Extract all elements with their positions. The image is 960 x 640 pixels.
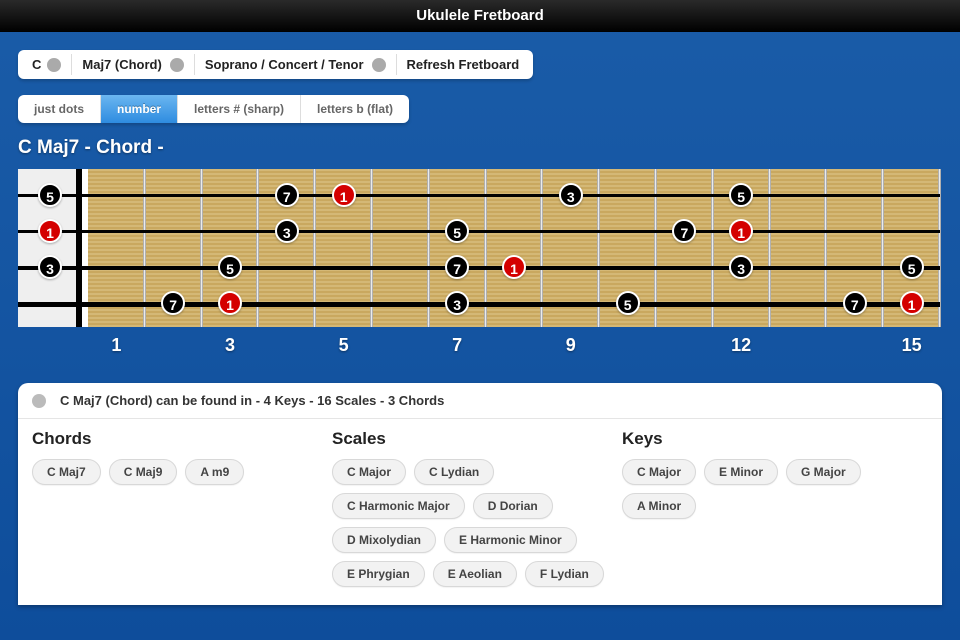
toggle-letters-sharp-[interactable]: letters # (sharp) [178,95,301,123]
fret-dot: 5 [900,255,924,279]
pill-d-dorian[interactable]: D Dorian [473,493,553,519]
fret-dot: 3 [729,255,753,279]
info-header-text: C Maj7 (Chord) can be found in - 4 Keys … [60,393,444,408]
selector-row: C Maj7 (Chord) Soprano / Concert / Tenor… [18,50,533,79]
fret-dot: 1 [332,183,356,207]
fret-dot: 3 [445,291,469,315]
fret-number-label: 1 [111,335,121,356]
info-panel: C Maj7 (Chord) can be found in - 4 Keys … [18,383,942,605]
fret-number-label: 7 [452,335,462,356]
pill-g-major[interactable]: G Major [786,459,861,485]
pill-a-m9[interactable]: A m9 [185,459,244,485]
pill-e-aeolian[interactable]: E Aeolian [433,561,517,587]
string-4 [18,302,940,307]
key-selector[interactable]: C [22,54,72,75]
fret-number-label: 15 [902,335,922,356]
string-2 [18,230,940,233]
fret-numbers: 1 3 5 7 9 12 15 [18,335,940,359]
pill-f-lydian[interactable]: F Lydian [525,561,604,587]
fret-dot: 5 [218,255,242,279]
expand-icon [32,394,46,408]
chord-selector[interactable]: Maj7 (Chord) [72,54,194,75]
titlebar: Ukulele Fretboard [0,0,960,32]
pill-a-minor[interactable]: A Minor [622,493,696,519]
keys-column: Keys C Major E Minor G Major A Minor [622,429,902,595]
fret-dot: 1 [218,291,242,315]
fret-dot: 1 [900,291,924,315]
fretboard: 5137153713751357153715 [18,169,940,327]
fret-number-label: 5 [339,335,349,356]
fret-dot: 5 [729,183,753,207]
info-header[interactable]: C Maj7 (Chord) can be found in - 4 Keys … [18,383,942,419]
chords-column: Chords C Maj7 C Maj9 A m9 [32,429,332,595]
pill-d-mixolydian[interactable]: D Mixolydian [332,527,436,553]
fret-dot: 5 [38,183,62,207]
pill-e-minor[interactable]: E Minor [704,459,778,485]
refresh-button[interactable]: Refresh Fretboard [397,54,530,75]
tuning-selector-label: Soprano / Concert / Tenor [205,57,364,72]
fret-number-label: 12 [731,335,751,356]
chord-title: C Maj7 - Chord - [18,137,942,159]
string-1 [18,194,940,197]
page-title: Ukulele Fretboard [416,7,544,24]
scales-heading: Scales [332,429,622,449]
pill-c-major[interactable]: C Major [622,459,696,485]
toggle-number[interactable]: number [101,95,178,123]
dropdown-icon [170,58,184,72]
fret-dot: 7 [445,255,469,279]
pill-c-lydian[interactable]: C Lydian [414,459,494,485]
pill-c-maj9[interactable]: C Maj9 [109,459,178,485]
fret-dot: 7 [843,291,867,315]
fret-number-label: 9 [566,335,576,356]
chord-selector-label: Maj7 (Chord) [82,57,161,72]
fret-dot: 1 [729,219,753,243]
fret-dot: 5 [616,291,640,315]
toggle-just-dots[interactable]: just dots [18,95,101,123]
fret-dot: 5 [445,219,469,243]
keys-heading: Keys [622,429,902,449]
pill-c-harmonic-major[interactable]: C Harmonic Major [332,493,465,519]
refresh-label: Refresh Fretboard [407,57,520,72]
tuning-selector[interactable]: Soprano / Concert / Tenor [195,54,397,75]
pill-e-phrygian[interactable]: E Phrygian [332,561,425,587]
fret-dot: 7 [161,291,185,315]
pill-c-major[interactable]: C Major [332,459,406,485]
chords-heading: Chords [32,429,332,449]
fret-dot: 7 [672,219,696,243]
dropdown-icon [47,58,61,72]
fret-dot: 3 [559,183,583,207]
string-3 [18,266,940,270]
fret-dot: 1 [502,255,526,279]
fret-dot: 3 [38,255,62,279]
toggle-letters-b-flat-[interactable]: letters b (flat) [301,95,409,123]
fret-dot: 1 [38,219,62,243]
fret-dot: 7 [275,183,299,207]
dropdown-icon [372,58,386,72]
scales-column: Scales C Major C Lydian C Harmonic Major D … [332,429,622,595]
key-selector-label: C [32,57,41,72]
fret-dot: 3 [275,219,299,243]
pill-e-harmonic-minor[interactable]: E Harmonic Minor [444,527,577,553]
fret-number-label: 3 [225,335,235,356]
pill-c-maj7[interactable]: C Maj7 [32,459,101,485]
display-mode-toggle: just dotsnumberletters # (sharp)letters … [18,95,409,123]
